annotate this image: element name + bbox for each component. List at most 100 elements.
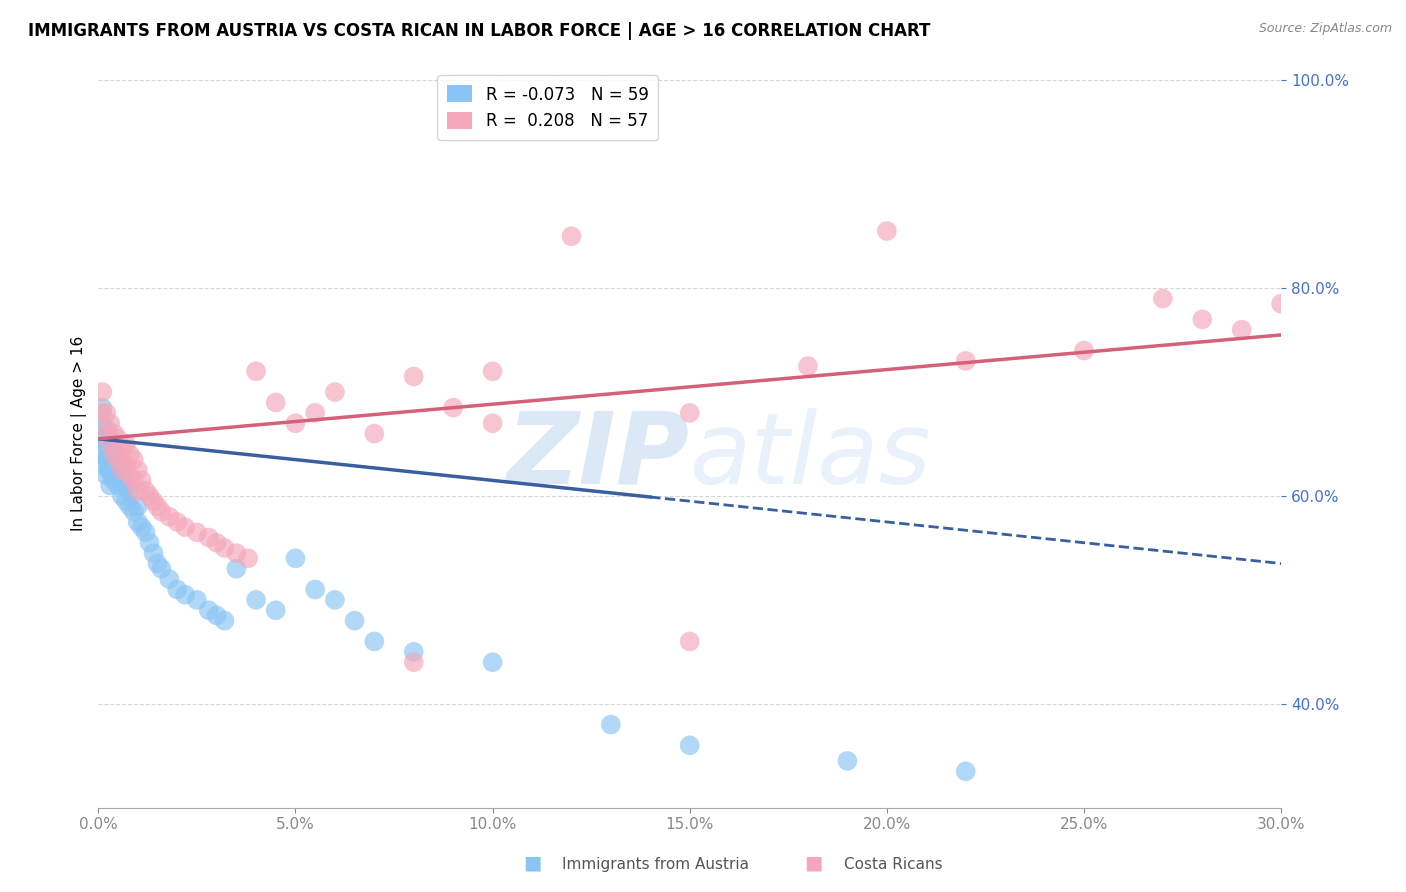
Point <box>797 359 820 373</box>
Point <box>96 421 118 435</box>
Point <box>837 754 859 768</box>
Point <box>402 645 425 659</box>
Point <box>98 416 121 430</box>
Point <box>91 385 114 400</box>
Point <box>186 525 208 540</box>
Point <box>98 463 121 477</box>
Point <box>111 474 134 488</box>
Point <box>115 478 138 492</box>
Point <box>96 437 118 451</box>
Point <box>103 426 125 441</box>
Point <box>111 442 134 457</box>
Point <box>107 447 129 461</box>
Point <box>679 739 702 753</box>
Point <box>115 437 138 451</box>
Point <box>107 432 129 446</box>
Point <box>127 500 149 514</box>
Point <box>157 572 180 586</box>
Point <box>122 452 145 467</box>
Point <box>876 224 898 238</box>
Text: ■: ■ <box>523 854 541 872</box>
Point <box>304 582 326 597</box>
Point <box>93 442 115 457</box>
Point <box>115 458 138 472</box>
Point <box>284 416 307 430</box>
Point <box>101 468 124 483</box>
Text: IMMIGRANTS FROM AUSTRIA VS COSTA RICAN IN LABOR FORCE | AGE > 16 CORRELATION CHA: IMMIGRANTS FROM AUSTRIA VS COSTA RICAN I… <box>28 22 931 40</box>
Legend: R = -0.073   N = 59, R =  0.208   N = 57: R = -0.073 N = 59, R = 0.208 N = 57 <box>437 76 658 140</box>
Point <box>323 593 346 607</box>
Point <box>679 634 702 648</box>
Point <box>98 437 121 451</box>
Text: ZIP: ZIP <box>506 408 690 505</box>
Point <box>118 468 141 483</box>
Point <box>225 562 247 576</box>
Text: Source: ZipAtlas.com: Source: ZipAtlas.com <box>1258 22 1392 36</box>
Point <box>138 535 160 549</box>
Point <box>174 520 197 534</box>
Point <box>225 546 247 560</box>
Point <box>264 395 287 409</box>
Point <box>197 603 219 617</box>
Point <box>127 515 149 529</box>
Point <box>103 447 125 461</box>
Point <box>441 401 464 415</box>
Point <box>402 369 425 384</box>
Point <box>481 655 503 669</box>
Point <box>118 483 141 498</box>
Point <box>174 588 197 602</box>
Point <box>166 582 188 597</box>
Point <box>103 474 125 488</box>
Point <box>238 551 260 566</box>
Point <box>91 416 114 430</box>
Point <box>1191 312 1213 326</box>
Point <box>264 603 287 617</box>
Point <box>131 474 153 488</box>
Point <box>96 452 118 467</box>
Point <box>481 416 503 430</box>
Point <box>118 500 141 514</box>
Point <box>157 509 180 524</box>
Point <box>1073 343 1095 358</box>
Text: atlas: atlas <box>690 408 931 505</box>
Point <box>138 489 160 503</box>
Text: Costa Ricans: Costa Ricans <box>844 857 942 872</box>
Y-axis label: In Labor Force | Age > 16: In Labor Force | Age > 16 <box>72 336 87 532</box>
Point <box>97 463 120 477</box>
Point <box>150 562 173 576</box>
Point <box>98 432 121 446</box>
Point <box>214 614 236 628</box>
Point <box>560 229 582 244</box>
Point <box>135 483 157 498</box>
Point <box>135 525 157 540</box>
Point <box>118 447 141 461</box>
Point <box>91 406 114 420</box>
Point <box>115 494 138 508</box>
Point <box>127 463 149 477</box>
Point <box>127 483 149 498</box>
Point <box>214 541 236 555</box>
Point <box>89 447 111 461</box>
Point <box>122 505 145 519</box>
Point <box>107 452 129 467</box>
Point <box>197 531 219 545</box>
Point <box>343 614 366 628</box>
Point <box>103 458 125 472</box>
Point <box>481 364 503 378</box>
Point <box>98 447 121 461</box>
Point <box>402 655 425 669</box>
Point <box>91 401 114 415</box>
Point <box>205 608 228 623</box>
Point <box>599 717 621 731</box>
Point <box>166 515 188 529</box>
Point <box>1230 323 1253 337</box>
Text: Immigrants from Austria: Immigrants from Austria <box>562 857 749 872</box>
Point <box>205 535 228 549</box>
Point <box>1152 292 1174 306</box>
Point <box>111 463 134 477</box>
Point <box>323 385 346 400</box>
Point <box>111 489 134 503</box>
Point <box>131 520 153 534</box>
Point <box>679 406 702 420</box>
Point <box>363 634 385 648</box>
